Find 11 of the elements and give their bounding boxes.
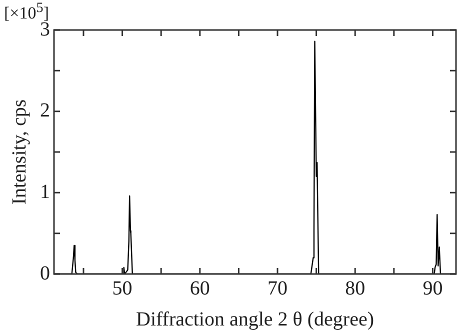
x-tick-label: 60 [190, 277, 210, 300]
y-axis-title: Intensity, cps [8, 99, 30, 205]
x-tick-label: 70 [268, 277, 288, 300]
x-tick-label: 90 [422, 277, 443, 300]
x-tick-label: 50 [112, 277, 132, 300]
y-tick-label: 2 [40, 100, 50, 122]
y-tick-label: 1 [40, 180, 50, 203]
x-tick-label: 80 [345, 277, 366, 300]
text: [×10$^{5}$] [4, 0, 49, 23]
x-axis-title: Diffraction angle 2 θ (degree) [136, 308, 374, 330]
y-tick-label: 0 [40, 262, 50, 284]
